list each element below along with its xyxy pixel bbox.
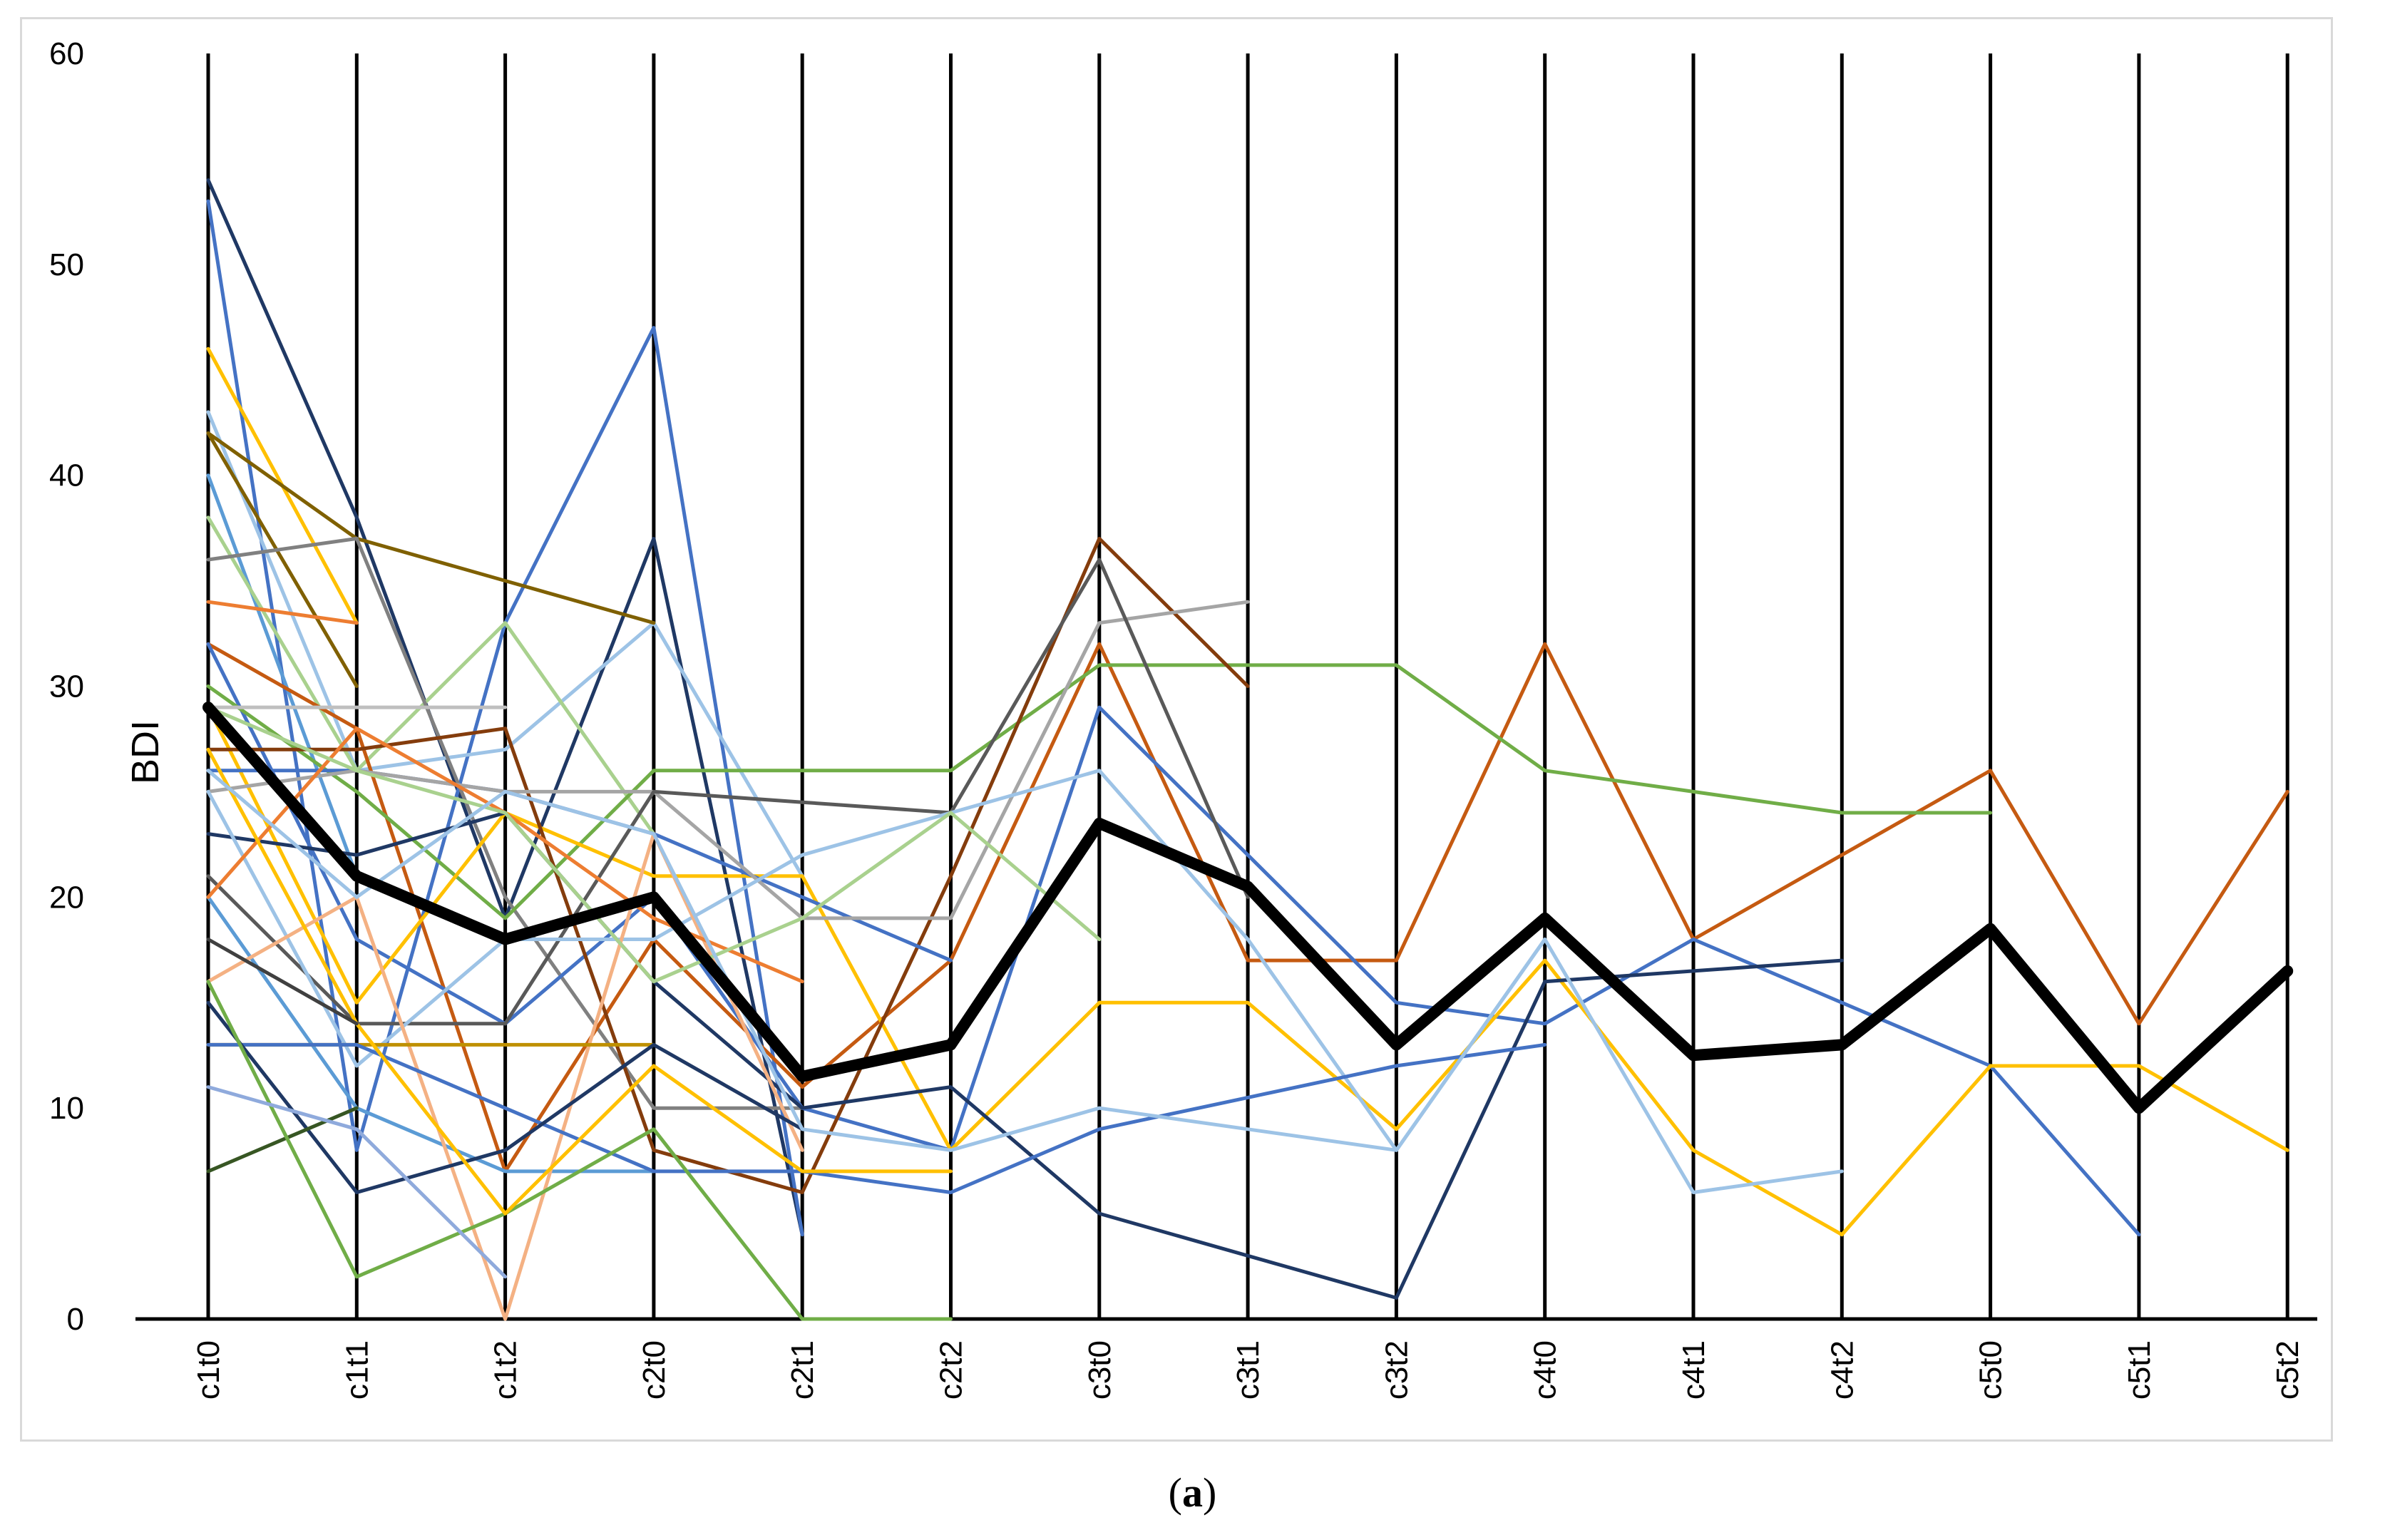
caption-open-paren: ( — [1168, 1469, 1182, 1516]
x-tick-label: c4t1 — [1676, 1340, 1711, 1400]
caption-close-paren: ) — [1203, 1469, 1217, 1516]
series-line — [206, 769, 1547, 1152]
x-tick-label: c4t2 — [1825, 1340, 1860, 1400]
y-tick-label: 40 — [49, 458, 84, 493]
series-line — [206, 1106, 359, 1174]
y-tick-label: 60 — [49, 36, 84, 71]
x-tick-label: c5t0 — [1974, 1340, 2009, 1400]
x-tick-label: c5t2 — [2270, 1340, 2305, 1400]
x-tick-label: c5t1 — [2122, 1340, 2157, 1400]
figure-caption: (a) — [0, 1469, 2385, 1516]
x-tick-label: c4t0 — [1528, 1340, 1563, 1400]
series-line — [206, 1042, 1547, 1194]
x-tick-label: c2t0 — [637, 1340, 672, 1400]
series-line — [206, 536, 804, 1110]
series-line — [206, 600, 359, 625]
x-tick-label: c3t2 — [1379, 1340, 1414, 1400]
series-line — [206, 705, 2289, 1237]
series-line — [206, 558, 1250, 1026]
series-line — [206, 1085, 508, 1279]
y-axis-label: BDI — [124, 720, 167, 784]
series-line — [206, 938, 359, 1026]
chart-frame — [20, 17, 2333, 1442]
y-tick-label: 20 — [49, 880, 84, 915]
x-tick-label: c1t1 — [339, 1340, 374, 1400]
x-tick-label: c3t0 — [1082, 1340, 1117, 1400]
series-line — [206, 642, 2141, 1237]
series-line — [206, 431, 359, 688]
x-tick-label: c1t2 — [488, 1340, 523, 1400]
y-tick-label: 50 — [49, 247, 84, 282]
caption-letter: a — [1182, 1469, 1203, 1516]
series-line — [206, 473, 359, 878]
x-tick-label: c3t1 — [1231, 1340, 1266, 1400]
series-line — [206, 747, 953, 1216]
x-tick-label: c2t2 — [934, 1340, 969, 1400]
y-tick-label: 10 — [49, 1091, 84, 1126]
series-line — [206, 600, 1250, 920]
series-line — [206, 705, 1102, 984]
series-line — [206, 431, 656, 625]
x-tick-label: c1t0 — [191, 1340, 226, 1400]
series-line — [206, 980, 953, 1321]
y-tick-label: 30 — [49, 669, 84, 704]
y-tick-label: 0 — [67, 1302, 84, 1337]
series-line — [206, 663, 1993, 920]
mean-series-line — [202, 702, 2294, 1114]
x-tick-label: c2t1 — [785, 1340, 820, 1400]
series-line — [206, 642, 2289, 1174]
series-line — [206, 410, 804, 878]
series-line — [206, 769, 1844, 1194]
series-line — [206, 515, 656, 836]
